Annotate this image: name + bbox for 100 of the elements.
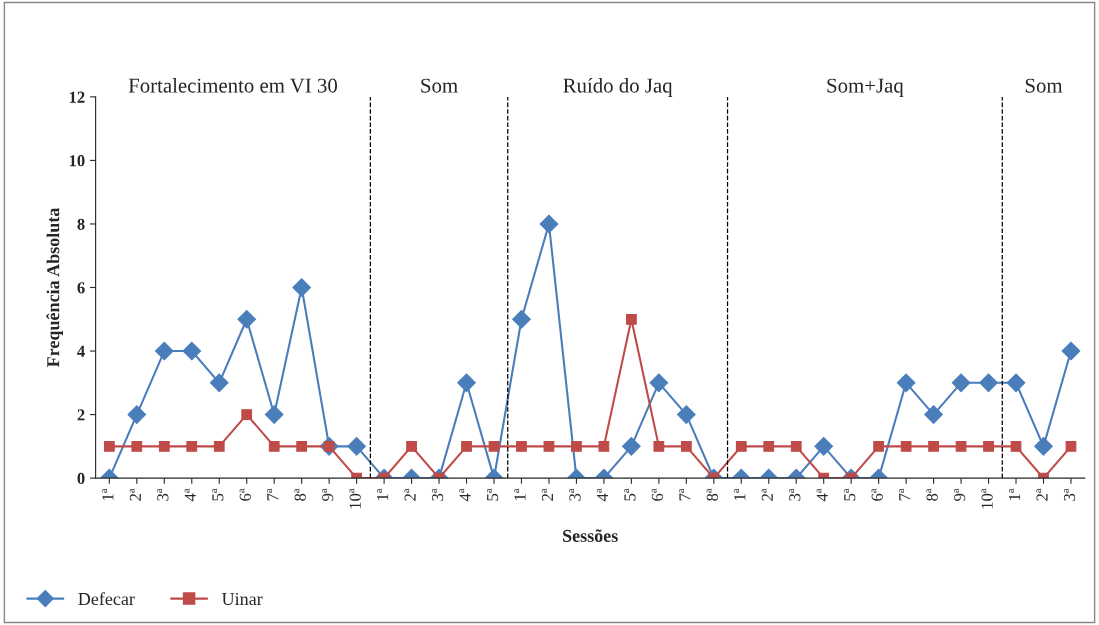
x-tick-label: 9ª: [322, 488, 334, 501]
text: Fortalecimento em VI 30: [128, 77, 338, 93]
x-axis-title: Sessões: [563, 529, 618, 542]
point: [653, 440, 665, 452]
point: [186, 440, 198, 452]
point: [213, 440, 225, 452]
point: [928, 440, 939, 452]
point: [735, 440, 747, 452]
annotation: Som+Jaq: [827, 78, 904, 97]
point: [488, 440, 500, 452]
point: [457, 373, 476, 393]
annotation: Ruído do Jaq: [563, 77, 673, 97]
point: [264, 405, 284, 424]
point: [103, 440, 115, 452]
x-tick-label: 4ª: [596, 488, 608, 502]
x-tick-label: 1ª: [1008, 488, 1021, 501]
point: [1006, 373, 1026, 393]
x-tick-label: 5ª: [624, 488, 636, 501]
point: [951, 373, 971, 393]
x-tick-label: 5ª: [212, 488, 224, 501]
point: [154, 341, 174, 361]
x-tick-label: 2ª: [761, 488, 773, 501]
x-tick-label: 4ª: [184, 488, 196, 502]
y-tick-label: 6: [77, 282, 85, 294]
x-tick-label: 8ª: [706, 488, 718, 501]
x-tick-label: 5ª: [844, 488, 856, 501]
point: [209, 373, 229, 393]
legend-label: Uinar: [221, 592, 263, 606]
point: [900, 440, 912, 452]
point: [237, 309, 257, 329]
point: [461, 440, 472, 452]
point: [292, 278, 312, 297]
point: [763, 440, 775, 452]
point: [955, 440, 967, 452]
x-tick-label: 10ª: [981, 488, 993, 509]
x-tick-label: 5ª: [486, 488, 499, 501]
text: Som: [1025, 78, 1063, 93]
x-tick-label: 9ª: [954, 488, 966, 501]
x-tick-label: 2ª: [404, 488, 416, 501]
x-tick-label: 2ª: [541, 488, 553, 501]
y-tick-label: 0: [77, 472, 85, 485]
point: [182, 341, 202, 361]
y-axis-title: Frequência Absoluta: [46, 207, 63, 368]
x-tick-label: 1ª: [102, 488, 114, 501]
point: [983, 440, 994, 452]
point: [625, 313, 637, 325]
point: [296, 440, 308, 452]
x-tick-label: 8ª: [294, 488, 306, 501]
x-tick-label: 3ª: [789, 488, 801, 501]
x-tick-label: 2ª: [1036, 488, 1048, 501]
point: [622, 437, 641, 456]
x-tick-label: 4ª: [816, 488, 828, 502]
x-tick-label: 1ª: [734, 488, 746, 501]
y-tick-label: 2: [77, 409, 85, 421]
point: [814, 437, 834, 456]
y-tick-label: 10: [69, 155, 85, 167]
point: [924, 405, 943, 424]
point: [516, 440, 527, 452]
x-tick-label: 6ª: [871, 488, 883, 501]
x-tick-label: 7ª: [267, 488, 279, 501]
x-tick-label: 3ª: [569, 488, 581, 501]
point: [790, 440, 802, 452]
point: [1034, 437, 1053, 456]
x-tick-label: 3ª: [431, 488, 444, 501]
point: [873, 440, 885, 452]
legend-label: Defecar: [78, 592, 135, 606]
y-tick-label: 4: [77, 345, 85, 357]
point: [127, 405, 147, 424]
point: [896, 373, 916, 393]
x-tick-label: 1ª: [514, 488, 526, 501]
text: Som: [421, 78, 458, 93]
point: [676, 405, 696, 424]
x-tick-label: 3ª: [157, 488, 169, 501]
x-tick-label: 1ª: [377, 488, 389, 501]
point: [571, 440, 582, 452]
point: [268, 440, 280, 452]
point: [131, 440, 143, 452]
x-tick-label: 6ª: [651, 488, 664, 501]
x-tick-label: 10ª: [349, 488, 361, 509]
x-tick-label: 8ª: [926, 488, 938, 501]
point: [347, 437, 366, 456]
x-tick-label: 2ª: [129, 488, 141, 501]
x-tick-label: 7ª: [679, 488, 691, 501]
x-tick-label: 7ª: [899, 488, 911, 501]
point: [1010, 440, 1022, 452]
point: [406, 440, 417, 452]
x-tick-label: 4ª: [459, 488, 471, 502]
y-tick-label: 8: [77, 218, 85, 230]
point: [979, 373, 998, 393]
point: [1065, 440, 1077, 452]
x-tick-label: 6ª: [239, 488, 251, 501]
point: [543, 440, 555, 452]
point: [512, 309, 531, 329]
y-tick-label: 12: [69, 91, 85, 103]
point: [680, 440, 692, 452]
point: [539, 214, 559, 234]
point: [241, 409, 253, 420]
point: [158, 440, 170, 452]
point: [598, 440, 610, 452]
point: [1061, 341, 1081, 361]
